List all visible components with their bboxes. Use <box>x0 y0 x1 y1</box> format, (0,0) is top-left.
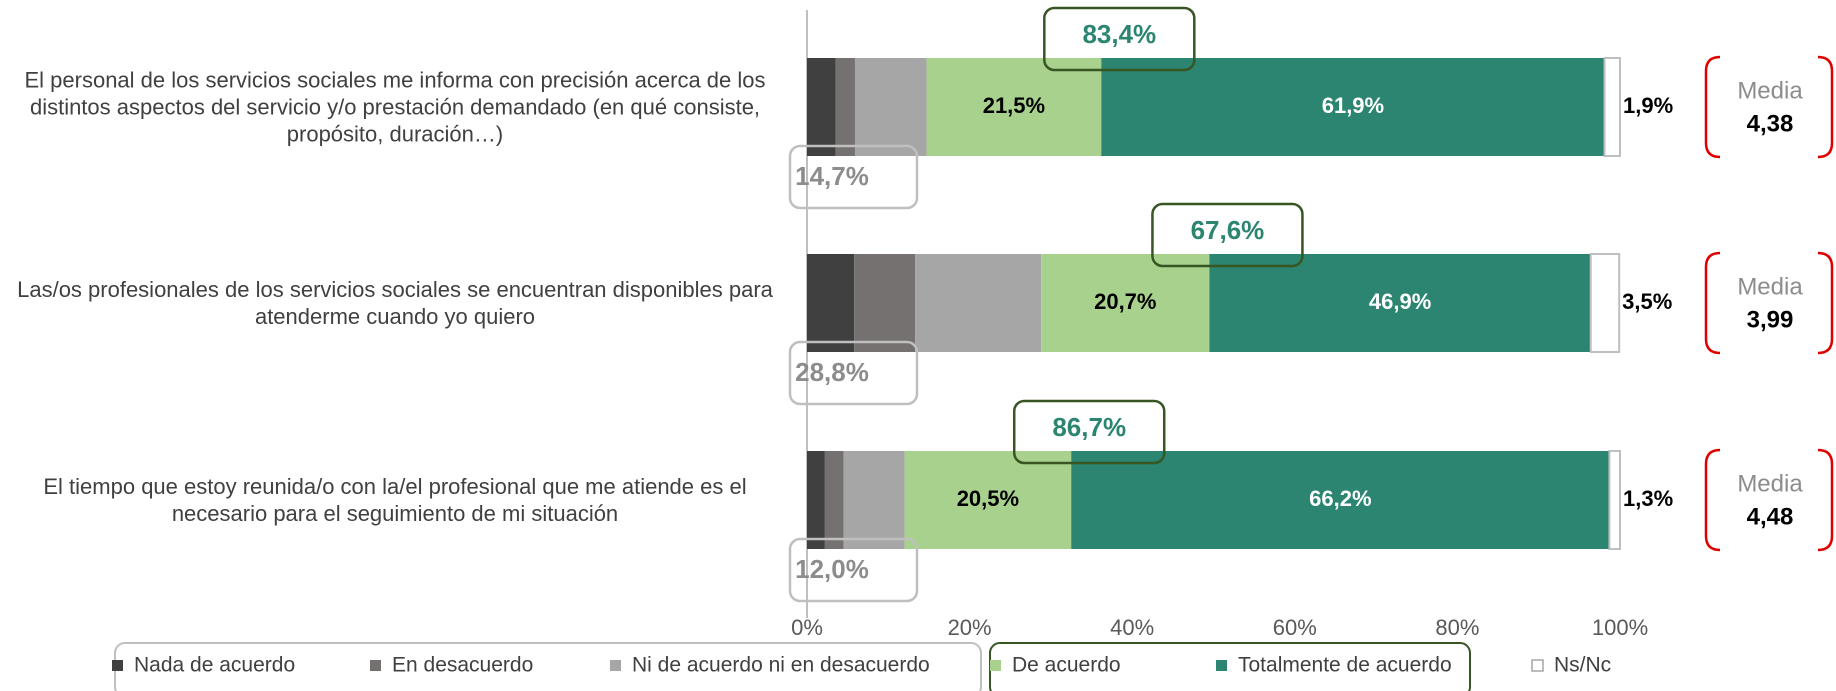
bar-segment <box>1589 253 1621 353</box>
x-tick-label: 80% <box>1435 615 1479 640</box>
bar-segment <box>915 254 1042 352</box>
value-label: 1,9% <box>1623 93 1673 118</box>
mean-value: 3,99 <box>1747 306 1794 333</box>
legend-swatch <box>1216 660 1227 671</box>
category-label: Las/os profesionales de los servicios so… <box>17 277 773 329</box>
legend-label: Nada de acuerdo <box>134 654 295 677</box>
agree-box <box>1012 399 1166 465</box>
legend-swatch <box>112 660 123 671</box>
bar-segment <box>1603 57 1621 157</box>
bar-segment <box>904 451 1072 549</box>
legend-label: De acuerdo <box>1012 654 1121 677</box>
mean-label: Media <box>1737 273 1803 300</box>
bar-segment <box>1101 58 1605 156</box>
legend-swatch <box>610 660 621 671</box>
disagree-box <box>788 537 919 603</box>
agree-box <box>1151 202 1304 268</box>
disagree-total: 14,7% <box>795 161 869 191</box>
value-label: 21,5% <box>983 93 1045 118</box>
mean-bracket <box>1704 448 1834 552</box>
legend-label: Ns/Nc <box>1554 654 1611 677</box>
value-label: 66,2% <box>1309 486 1371 511</box>
disagree-total: 12,0% <box>795 554 869 584</box>
mean-bracket <box>1704 55 1834 159</box>
agree-total: 83,4% <box>1082 19 1156 49</box>
bar-segment <box>1071 451 1610 549</box>
legend-label: Totalmente de acuerdo <box>1238 654 1452 677</box>
disagree-total: 28,8% <box>795 357 869 387</box>
bar-segment <box>854 58 927 156</box>
value-label: 3,5% <box>1622 289 1672 314</box>
agree-total: 67,6% <box>1191 215 1265 245</box>
bar-segment <box>835 58 855 156</box>
x-tick-label: 100% <box>1592 615 1648 640</box>
mean-value: 4,48 <box>1747 503 1794 530</box>
bar-segment <box>854 254 916 352</box>
legend-swatch <box>370 660 381 671</box>
bar-segment <box>1041 254 1210 352</box>
mean-value: 4,38 <box>1747 110 1794 137</box>
legend-swatch <box>1531 659 1544 672</box>
bar-segment <box>843 451 905 549</box>
value-label: 1,3% <box>1623 486 1673 511</box>
disagree-box <box>788 144 919 210</box>
x-tick-label: 0% <box>791 615 823 640</box>
legend-label: Ni de acuerdo ni en desacuerdo <box>632 654 930 677</box>
bar-segment <box>1608 450 1622 550</box>
category-label: El tiempo que estoy reunida/o con la/el … <box>43 474 747 526</box>
x-tick-label: 20% <box>948 615 992 640</box>
x-tick-label: 40% <box>1110 615 1154 640</box>
x-tick-label: 60% <box>1273 615 1317 640</box>
bar-segment <box>926 58 1102 156</box>
category-label: El personal de los servicios sociales me… <box>24 67 766 147</box>
legend-swatch <box>990 660 1001 671</box>
bar-segment <box>807 58 836 156</box>
bar-segment <box>824 451 844 549</box>
legend-label: En desacuerdo <box>392 654 533 677</box>
disagree-box <box>788 340 919 406</box>
bar-segment <box>807 451 825 549</box>
value-label: 20,5% <box>957 486 1019 511</box>
value-label: 61,9% <box>1322 93 1384 118</box>
mean-label: Media <box>1737 77 1803 104</box>
value-label: 20,7% <box>1094 289 1156 314</box>
bar-segment <box>1209 254 1591 352</box>
bar-segment <box>807 254 855 352</box>
agree-total: 86,7% <box>1052 412 1126 442</box>
mean-bracket <box>1704 251 1834 355</box>
value-label: 46,9% <box>1369 289 1431 314</box>
agree-box <box>1043 6 1196 72</box>
mean-label: Media <box>1737 470 1803 497</box>
